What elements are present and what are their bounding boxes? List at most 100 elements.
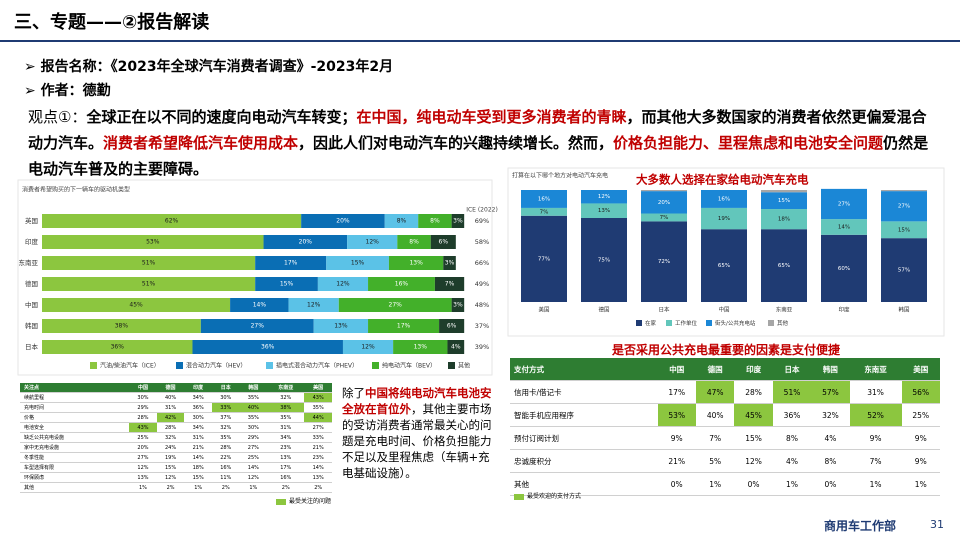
data-label: 8% <box>397 218 407 225</box>
bar-segment <box>388 256 444 270</box>
table-cell: 24% <box>156 442 185 453</box>
table-cell: 其他 <box>20 482 130 493</box>
data-label: 17% <box>284 260 298 267</box>
data-label: 27% <box>838 202 850 208</box>
bar-segment <box>641 190 687 192</box>
table-cell: 德国 <box>695 358 735 381</box>
bar-segment <box>761 190 807 193</box>
bar-segment <box>881 238 927 302</box>
table-cell: 22% <box>211 452 240 463</box>
table-cell: 21% <box>184 442 212 453</box>
legend-label: 汽油/柴油汽车（ICE） <box>100 362 160 370</box>
table-cell: 中国 <box>129 383 157 393</box>
table-cell: 1% <box>184 482 212 493</box>
table-row: 环保顾虑 13% 12% 15% 11% 12% 16% 13% <box>20 472 332 483</box>
data-label: 38% <box>115 323 129 330</box>
legend-swatch <box>768 320 774 326</box>
data-label: 65% <box>718 263 730 269</box>
table-cell: 1% <box>239 482 268 493</box>
bar-segment <box>443 256 456 270</box>
text-run: 在中国，纯电动车受到更多消费者的青睐 <box>356 108 627 126</box>
table-cell: 其他 <box>510 472 658 496</box>
data-label: 60% <box>838 266 850 272</box>
table-row: 冬季性能 27% 19% 14% 22% 25% 13% 23% <box>20 452 332 463</box>
data-label: 20% <box>299 239 313 246</box>
bar-segment <box>641 213 687 222</box>
bar-segment <box>255 256 327 270</box>
data-label: 36% <box>111 344 125 351</box>
table-cell: 27% <box>304 422 332 433</box>
data-label: 8% <box>409 239 419 246</box>
table-cell: 23% <box>304 452 332 463</box>
text-run: 仍然是电动汽车普及的主要障碍。 <box>28 134 929 178</box>
legend-label: 混合动力汽车（HEV） <box>186 362 246 370</box>
data-label: 12% <box>361 344 375 351</box>
ice-2022-value: 66% <box>475 259 489 267</box>
table-cell: 40% <box>156 392 185 403</box>
text-run: 全球正在以不同的速度向电动汽车转变； <box>86 108 357 126</box>
data-label: 6% <box>447 323 457 330</box>
table-cell: 45% <box>734 403 773 427</box>
table-cell: 14% <box>184 452 212 463</box>
table-cell: 32% <box>267 392 305 403</box>
legend-swatch <box>266 362 273 369</box>
table-cell: 17% <box>267 462 305 473</box>
data-label: 3% <box>453 302 463 309</box>
table-cell: 35% <box>239 392 268 403</box>
bar-segment <box>42 298 231 312</box>
ice-2022-value: 39% <box>475 343 489 351</box>
category-label: 美国 <box>538 306 550 314</box>
table-cell: 美国 <box>304 383 332 393</box>
table-row: 信用卡/借记卡 17% 47% 28% 51% 57% 31% 56% <box>510 380 940 404</box>
bar-segment <box>326 256 389 270</box>
bar-segment <box>42 340 193 354</box>
table-cell: 23% <box>267 442 305 453</box>
table-cell: 8% <box>772 426 812 450</box>
bar-segment <box>430 235 456 249</box>
table-cell: 价格 <box>20 412 130 423</box>
table-cell: 28% <box>129 412 157 423</box>
table-cell: 44% <box>304 412 332 423</box>
legend-label: 工作单位 <box>675 319 698 327</box>
table-cell: 家中无充电设施 <box>20 442 130 453</box>
table-cell: 11% <box>211 472 240 483</box>
data-label: 57% <box>898 268 910 274</box>
table-cell: 东南亚 <box>267 383 305 393</box>
table-legend: 最受关注的问题 <box>276 496 331 505</box>
category-label: 德国 <box>25 279 38 288</box>
legend-label: 街头/公共充电站 <box>715 319 756 327</box>
table-cell: 14% <box>304 462 332 473</box>
bar-segment <box>447 340 465 354</box>
ice-2022-value: 69% <box>475 217 489 225</box>
table-cell: 29% <box>129 402 157 413</box>
data-label: 6% <box>439 239 449 246</box>
data-label: 20% <box>336 218 350 225</box>
data-label: 13% <box>414 344 428 351</box>
table-cell: 15% <box>734 426 773 450</box>
bar-segment <box>288 298 339 312</box>
data-label: 15% <box>280 281 294 288</box>
bar-segment <box>301 214 385 228</box>
table-title: 是否采用公共充电最重要的因素是支付便捷 <box>612 343 841 357</box>
bar-segment <box>881 190 927 192</box>
table-row: 预付订阅计划 9% 7% 15% 8% 4% 9% 9% <box>510 426 940 450</box>
bar-segment <box>701 229 747 302</box>
text-run: 价格负担能力、里程焦虑和电池安全问题 <box>613 134 884 152</box>
table-cell: 0% <box>734 472 773 496</box>
category-label: 日本 <box>658 306 670 314</box>
table-cell: 车型选择有限 <box>20 462 130 473</box>
table-cell: 32% <box>811 403 850 427</box>
table-cell: 47% <box>695 380 735 404</box>
table-cell: 12% <box>734 449 773 473</box>
bar-segment <box>581 203 627 218</box>
bar-segment <box>451 298 465 312</box>
bar-segment <box>255 277 318 291</box>
data-label: 7% <box>445 281 455 288</box>
table-cell: 9% <box>849 426 902 450</box>
table-cell: 34% <box>184 422 212 433</box>
table-cell: 37% <box>211 412 240 423</box>
bar-segment <box>368 319 440 333</box>
table-cell: 预付订阅计划 <box>510 426 658 450</box>
bar-segment <box>881 191 927 222</box>
